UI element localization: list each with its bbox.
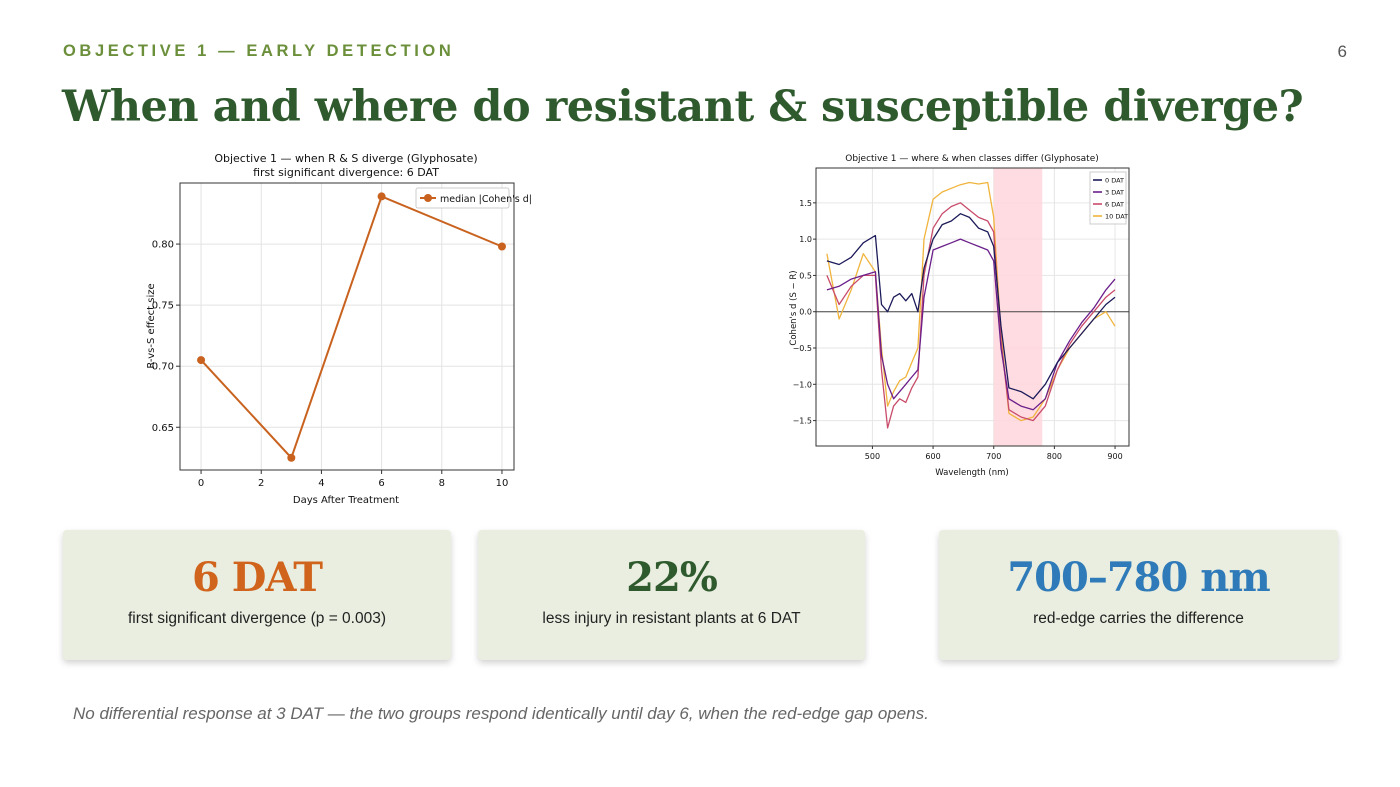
stat-card-injury: 22% less injury in resistant plants at 6… <box>478 530 865 660</box>
legend-label: 10 DAT <box>1105 213 1128 221</box>
x-axis-label: Wavelength (nm) <box>935 468 1008 478</box>
x-tick-label: 700 <box>986 452 1001 461</box>
stat-label: first significant divergence (p = 0.003) <box>127 610 387 627</box>
x-ticks: 0 2 4 6 8 10 <box>198 470 508 489</box>
spectral-difference-chart: Objective 1 — where & when classes diffe… <box>789 154 1130 478</box>
grid <box>816 168 1129 446</box>
data-point <box>197 356 206 365</box>
legend: 0 DAT 3 DAT 6 DAT 10 DAT <box>1089 171 1128 225</box>
legend: median |Cohen's d| <box>415 187 532 209</box>
stat-card-red-edge: 700–780 nm red-edge carries the differen… <box>939 530 1338 660</box>
x-tick-label: 800 <box>1047 452 1062 461</box>
x-tick-label: 600 <box>925 452 940 461</box>
data-point <box>497 242 506 251</box>
section-kicker: OBJECTIVE 1 — EARLY DETECTION <box>63 42 455 60</box>
stat-label: less injury in resistant plants at 6 DAT <box>542 610 801 627</box>
x-tick-label: 4 <box>318 478 324 489</box>
y-tick-label: 0.75 <box>152 301 174 312</box>
y-tick-label: 0.70 <box>152 362 174 373</box>
legend-box <box>415 187 510 209</box>
legend-label: 6 DAT <box>1105 201 1124 209</box>
series <box>197 192 506 462</box>
stat-label: red-edge carries the difference <box>1033 610 1244 627</box>
series-line <box>826 238 1116 411</box>
y-tick-label: 1.5 <box>799 199 812 208</box>
plot-frame <box>179 182 515 471</box>
legend-marker <box>424 194 432 202</box>
x-tick-label: 8 <box>439 478 445 489</box>
page-number: 6 <box>1337 42 1347 61</box>
series-line <box>826 202 1116 429</box>
chart-subtitle: first significant divergence: 6 DAT <box>253 166 439 179</box>
legend-label: median |Cohen's d| <box>440 194 532 205</box>
chart-title: Objective 1 — where & when classes diffe… <box>845 154 1099 164</box>
y-tick-label: 0.80 <box>152 240 174 251</box>
stat-value: 6 DAT <box>191 554 323 601</box>
data-point <box>287 453 296 462</box>
y-ticks: 0.65 0.70 0.75 0.80 <box>152 240 180 434</box>
series-line <box>826 213 1116 400</box>
x-ticks: 500 600 700 800 900 <box>865 446 1123 461</box>
effect-size-chart: Objective 1 — when R & S diverge (Glypho… <box>146 152 532 506</box>
stat-card-divergence: 6 DAT first significant divergence (p = … <box>63 530 451 660</box>
y-axis-label: R-vs-S effect size <box>146 283 157 368</box>
y-tick-label: 0.65 <box>152 423 174 434</box>
stat-value: 22% <box>626 554 718 601</box>
x-tick-label: 900 <box>1107 452 1122 461</box>
x-axis-label: Days After Treatment <box>293 495 399 506</box>
y-tick-label: 0.5 <box>799 271 812 280</box>
x-tick-label: 500 <box>865 452 880 461</box>
legend-label: 3 DAT <box>1105 189 1124 197</box>
y-tick-label: −1.5 <box>793 417 812 426</box>
y-axis-label: Cohen's d (S − R) <box>789 270 799 345</box>
plot-frame <box>815 167 1130 447</box>
series <box>826 181 1116 429</box>
y-tick-label: −0.5 <box>793 344 812 353</box>
x-tick-label: 2 <box>258 478 264 489</box>
shaded-band <box>993 168 1043 446</box>
x-tick-label: 10 <box>496 478 509 489</box>
footnote: No differential response at 3 DAT — the … <box>73 704 929 723</box>
legend-label: 0 DAT <box>1105 177 1124 185</box>
x-tick-label: 6 <box>378 478 384 489</box>
y-ticks: −1.5 −1.0 −0.5 0.0 0.5 1.0 1.5 <box>793 199 816 426</box>
y-tick-label: 1.0 <box>799 235 812 244</box>
x-tick-label: 0 <box>198 478 204 489</box>
series-line <box>200 195 503 460</box>
y-tick-label: 0.0 <box>799 308 812 317</box>
y-tick-label: −1.0 <box>793 380 812 389</box>
chart-title: Objective 1 — when R & S diverge (Glypho… <box>214 152 477 165</box>
slide-title: When and where do resistant & susceptibl… <box>62 82 1304 132</box>
data-point <box>377 192 386 201</box>
stat-value: 700–780 nm <box>1007 554 1270 601</box>
grid <box>180 183 514 470</box>
